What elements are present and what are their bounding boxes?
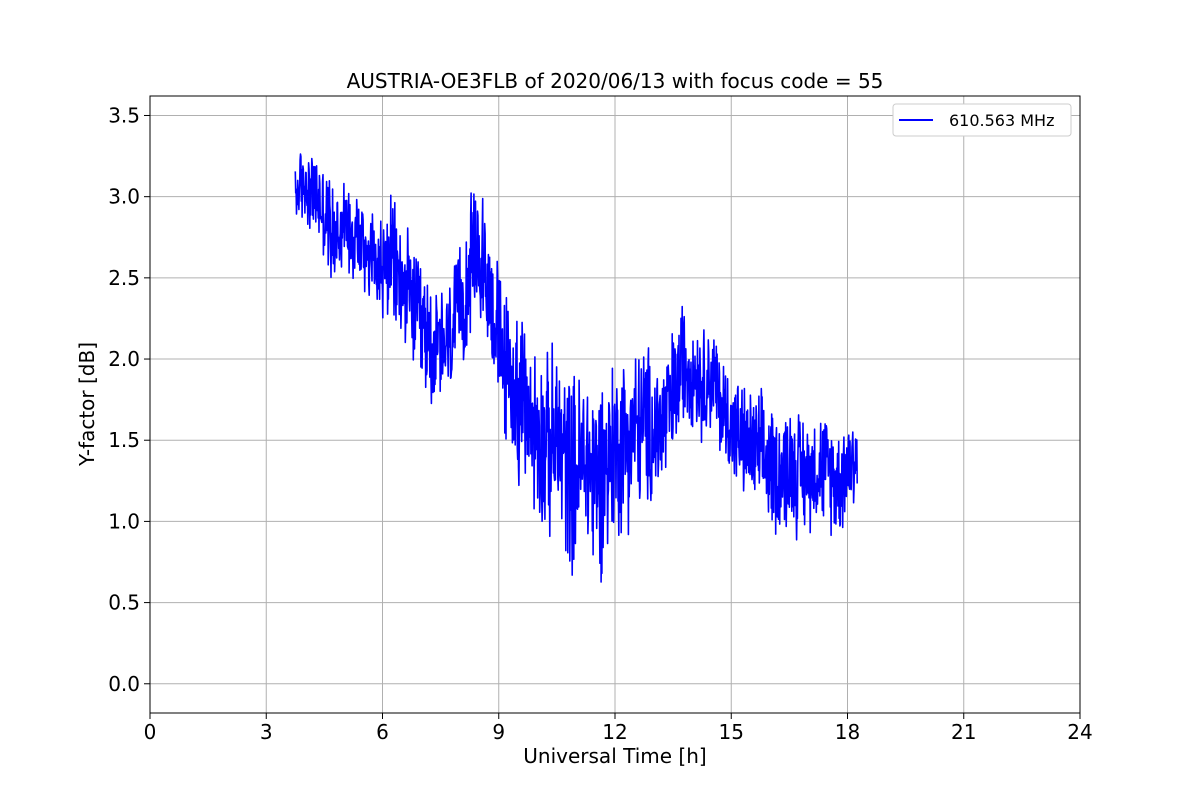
- y-tick-label: 2.5: [108, 266, 140, 290]
- y-tick-label: 0.0: [108, 672, 140, 696]
- series-layer: [294, 153, 858, 583]
- x-tick-label: 18: [835, 720, 860, 744]
- y-tick-label: 3.0: [108, 185, 140, 209]
- x-tick-label: 3: [260, 720, 273, 744]
- x-tick-label: 0: [144, 720, 157, 744]
- y-axis-ticks: 0.0 0.5 1.0 1.5 2.0 2.5 3.0 3.5: [108, 103, 150, 696]
- x-axis-ticks: 0 3 6 9 12 15 18 21 24: [144, 713, 1093, 744]
- chart-title: AUSTRIA-OE3FLB of 2020/06/13 with focus …: [347, 69, 884, 93]
- y-tick-label: 3.5: [108, 103, 140, 127]
- x-tick-label: 21: [951, 720, 976, 744]
- x-tick-label: 6: [376, 720, 389, 744]
- y-axis-label: Y-factor [dB]: [75, 342, 99, 467]
- x-grid: [149, 96, 1081, 713]
- x-tick-label: 9: [492, 720, 505, 744]
- y-tick-label: 1.5: [108, 428, 140, 452]
- y-tick-label: 2.0: [108, 347, 140, 371]
- x-axis-label: Universal Time [h]: [523, 744, 706, 768]
- legend-box: [892, 103, 1072, 137]
- x-tick-label: 24: [1067, 720, 1092, 744]
- legend: 610.563 MHz: [892, 103, 1072, 137]
- series-line-610-563-mhz: [294, 153, 858, 583]
- x-tick-label: 12: [602, 720, 627, 744]
- y-tick-label: 0.5: [108, 591, 140, 615]
- y-tick-label: 1.0: [108, 509, 140, 533]
- x-tick-label: 15: [719, 720, 744, 744]
- legend-label: 610.563 MHz: [949, 111, 1054, 130]
